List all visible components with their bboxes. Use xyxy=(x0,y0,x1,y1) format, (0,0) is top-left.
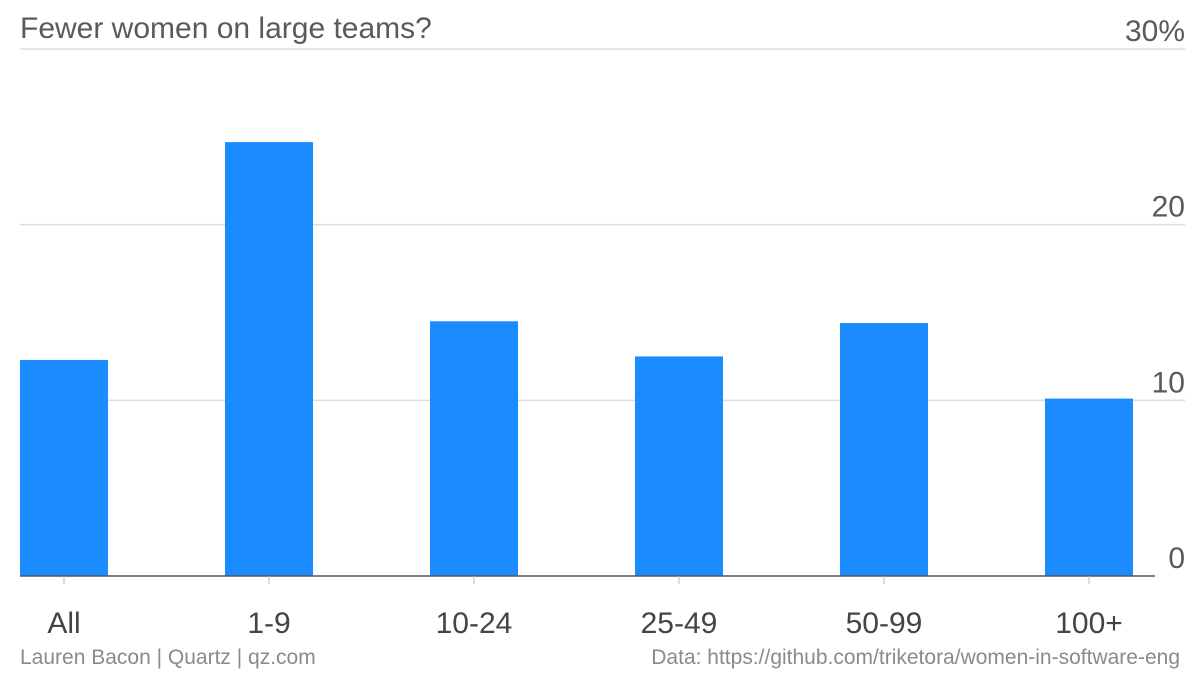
x-tick-label: 100+ xyxy=(1055,607,1123,640)
x-tick-label: 50-99 xyxy=(846,607,923,640)
bar xyxy=(840,323,928,576)
x-tick-label: 25-49 xyxy=(641,607,718,640)
source-text: Data: https://github.com/triketora/women… xyxy=(651,646,1180,669)
credit-text: Lauren Bacon | Quartz | qz.com xyxy=(20,646,316,669)
x-tick-label: 10-24 xyxy=(436,607,513,640)
bar xyxy=(1045,398,1133,576)
bar xyxy=(430,321,518,576)
y-tick-label: 0 xyxy=(1168,542,1185,575)
x-tick-label: All xyxy=(47,607,80,640)
bar xyxy=(225,142,313,576)
bar xyxy=(20,359,108,576)
y-tick-label: 30% xyxy=(1125,15,1185,48)
y-tick-label: 20 xyxy=(1152,191,1185,224)
bar xyxy=(635,356,723,576)
chart-title: Fewer women on large teams? xyxy=(20,12,432,45)
x-tick-label: 1-9 xyxy=(247,607,290,640)
y-tick-label: 10 xyxy=(1152,366,1185,399)
